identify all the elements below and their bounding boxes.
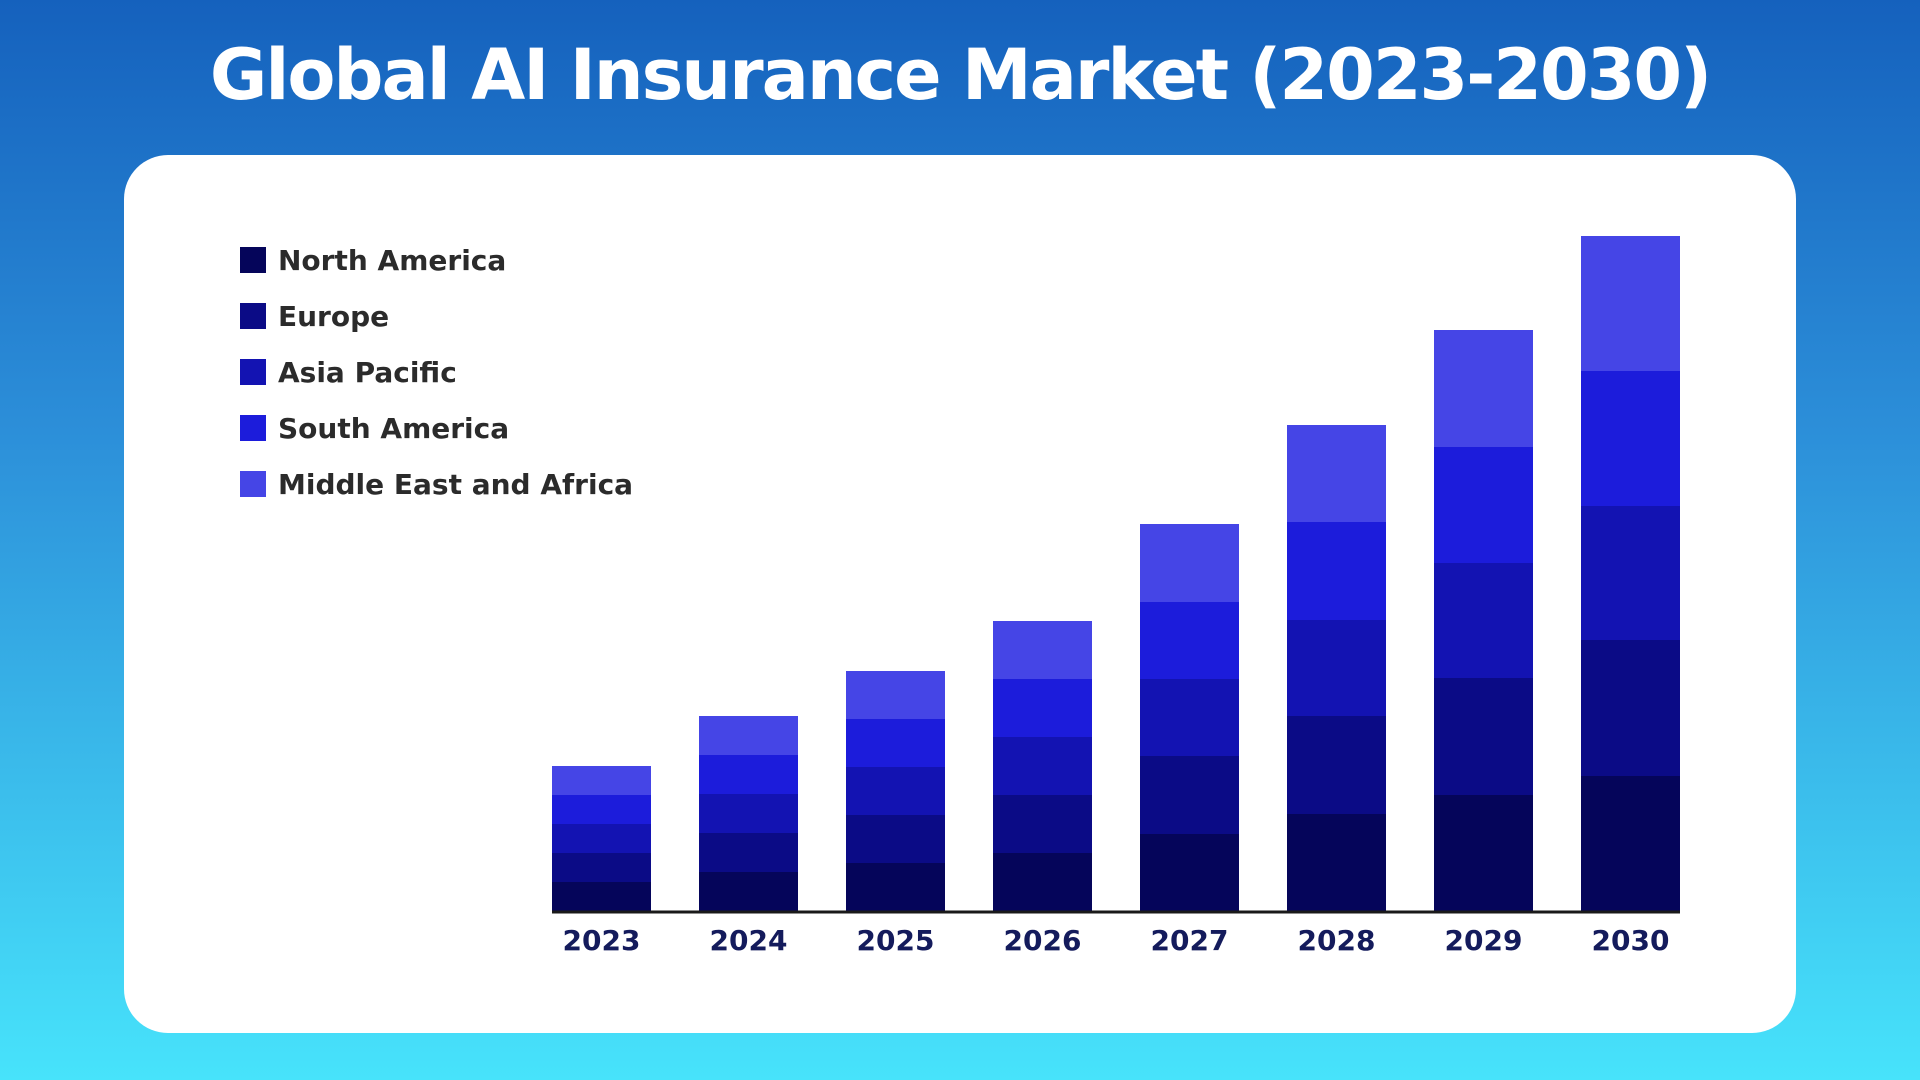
x-tick-label: 2030 — [1592, 924, 1670, 957]
bar-segment — [993, 795, 1092, 853]
bar-segment — [1140, 524, 1239, 602]
legend-swatch — [240, 303, 266, 329]
legend-item: North America — [240, 232, 633, 288]
bar-segment — [1581, 236, 1680, 371]
legend-swatch — [240, 359, 266, 385]
bar-segment — [1581, 640, 1680, 776]
bar-segment — [552, 853, 651, 882]
bar-segment — [1581, 506, 1680, 640]
bar-segment — [552, 882, 651, 911]
legend-label: Europe — [278, 299, 390, 333]
bar-segment — [1434, 330, 1533, 447]
bar-segment — [993, 679, 1092, 737]
x-tick-label: 2027 — [1151, 924, 1229, 957]
bar-segment — [552, 824, 651, 853]
legend-item: Middle East and Africa — [240, 456, 633, 512]
bar-segment — [699, 755, 798, 794]
legend-swatch — [240, 471, 266, 497]
legend-item: South America — [240, 400, 633, 456]
bar-segment — [846, 671, 945, 719]
bar-segment — [552, 795, 651, 824]
bar-segment — [1434, 447, 1533, 563]
bar-segment — [846, 767, 945, 815]
bar-segment — [1581, 776, 1680, 911]
bar-segment — [1581, 371, 1680, 506]
bar-segment — [1434, 795, 1533, 911]
bar-segment — [1287, 522, 1386, 620]
bar-segment — [1140, 756, 1239, 834]
x-tick-label: 2029 — [1445, 924, 1523, 957]
x-tick-label: 2023 — [563, 924, 641, 957]
bar-segment — [1287, 620, 1386, 716]
bar-segment — [1140, 679, 1239, 756]
bar-segment — [846, 815, 945, 863]
legend-label: Asia Pacific — [278, 355, 457, 389]
legend-label: Middle East and Africa — [278, 467, 634, 501]
bar-segment — [1434, 563, 1533, 678]
x-tick-label: 2026 — [1004, 924, 1082, 957]
x-tick-label: 2028 — [1298, 924, 1376, 957]
bar-segment — [846, 863, 945, 911]
x-tick-label: 2025 — [857, 924, 935, 957]
bar-segment — [1287, 716, 1386, 814]
legend-item: Asia Pacific — [240, 344, 633, 400]
bar-segment — [846, 719, 945, 767]
bar-segment — [1140, 834, 1239, 911]
bar-segment — [993, 853, 1092, 911]
bar-segment — [699, 716, 798, 755]
bar-segment — [699, 872, 798, 911]
bar-segment — [1287, 814, 1386, 911]
bar-segment — [1434, 678, 1533, 795]
legend-swatch — [240, 247, 266, 273]
legend-label: South America — [278, 411, 510, 445]
legend-swatch — [240, 415, 266, 441]
legend-item: Europe — [240, 288, 633, 344]
bar-segment — [699, 794, 798, 833]
legend-label: North America — [278, 243, 507, 277]
bar-segment — [1287, 425, 1386, 522]
bar-segment — [552, 766, 651, 795]
x-tick-label: 2024 — [710, 924, 788, 957]
bar-segment — [699, 833, 798, 872]
bar-segment — [993, 737, 1092, 795]
chart-title: Global AI Insurance Market (2023-2030) — [209, 34, 1712, 116]
legend: North America Europe Asia Pacific South Ame… — [240, 232, 633, 512]
bar-segment — [993, 621, 1092, 679]
bar-segment — [1140, 602, 1239, 679]
